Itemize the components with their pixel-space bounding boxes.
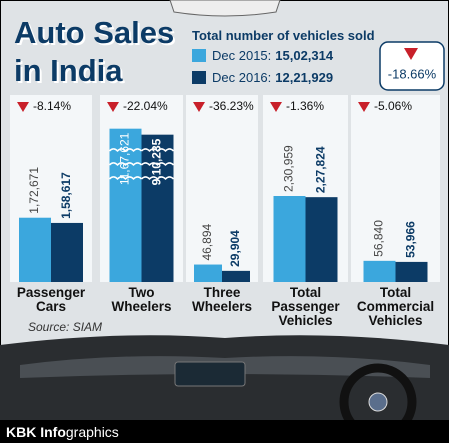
- change-arrow: [17, 102, 29, 112]
- value-label: 9,10,235: [150, 138, 164, 185]
- legend-total: 12,21,929: [275, 70, 334, 85]
- axis-break-wave: [140, 148, 175, 152]
- bar: [19, 217, 51, 282]
- axis-break-wave: [140, 162, 175, 166]
- bar: [363, 260, 396, 282]
- total-change-box: [379, 41, 445, 91]
- category-label: Passenger Cars: [16, 285, 86, 314]
- value-label: 2,27,824: [314, 146, 328, 193]
- legend-label: Dec 2016:: [212, 70, 272, 85]
- value-label: 53,966: [404, 221, 418, 258]
- change-label: -22.04%: [123, 99, 168, 113]
- change-arrow: [193, 102, 205, 112]
- legend-total: 15,02,314: [275, 48, 334, 63]
- bar: [141, 134, 174, 282]
- mirror: [169, 0, 281, 17]
- bar: [305, 197, 338, 282]
- footer-bold: KBK Info: [6, 424, 66, 440]
- category-label: Three Wheelers: [191, 285, 253, 314]
- bar: [273, 196, 306, 282]
- category-label: Two Wheelers: [111, 285, 172, 314]
- source: Source: SIAM: [28, 320, 103, 334]
- legend-entry: Dec 2015: 15,02,314: [192, 48, 333, 63]
- value-label: 11,67,621: [118, 132, 132, 185]
- legend-swatch: [192, 71, 206, 84]
- change-label: -1.36%: [286, 99, 324, 113]
- value-label: 1,58,617: [59, 172, 73, 219]
- panel: [186, 95, 258, 282]
- category-label: Total Passenger Vehicles: [271, 285, 340, 328]
- value-label: 2,30,959: [282, 145, 296, 192]
- total-change: -18.66%: [388, 66, 437, 81]
- change-label: -8.14%: [33, 99, 71, 113]
- axis-break-wave: [108, 148, 143, 152]
- legend-entry: Dec 2016: 12,21,929: [192, 70, 333, 85]
- bar: [194, 264, 222, 282]
- screen: [174, 361, 246, 387]
- bar: [222, 270, 250, 282]
- value-label: 1,72,671: [27, 167, 41, 214]
- wheel-logo: [368, 392, 388, 412]
- change-arrow: [107, 102, 119, 112]
- footer-light: graphics: [65, 424, 119, 440]
- bar: [395, 261, 428, 282]
- plot: -8.14% 1,72,671 1,58,617 -22.04% 11,67,621 9,…: [10, 95, 440, 282]
- axis-break-wave: [140, 176, 175, 180]
- value-label: 29,904: [228, 230, 242, 267]
- down-arrow: [404, 48, 418, 60]
- value-label: 56,840: [372, 220, 386, 257]
- subtitle: Total number of vehicles sold: [192, 28, 375, 43]
- title: Auto Sales in India: [14, 15, 175, 88]
- footer: KBK Infographics: [6, 424, 119, 440]
- footer-bar: [0, 420, 449, 443]
- panel: [351, 95, 440, 282]
- legend-label: Dec 2015:: [212, 48, 272, 63]
- category-label: Total Commercial Vehicles: [356, 285, 435, 328]
- change-arrow: [358, 102, 370, 112]
- legend-swatch: [192, 49, 206, 62]
- change-label: -5.06%: [374, 99, 412, 113]
- axis-break-wave: [108, 176, 143, 180]
- axis-break-wave: [108, 162, 143, 166]
- bar: [51, 222, 83, 282]
- value-label: 46,894: [200, 224, 214, 261]
- change-arrow: [270, 102, 282, 112]
- bar: [109, 128, 142, 282]
- change-label: -36.23%: [209, 99, 254, 113]
